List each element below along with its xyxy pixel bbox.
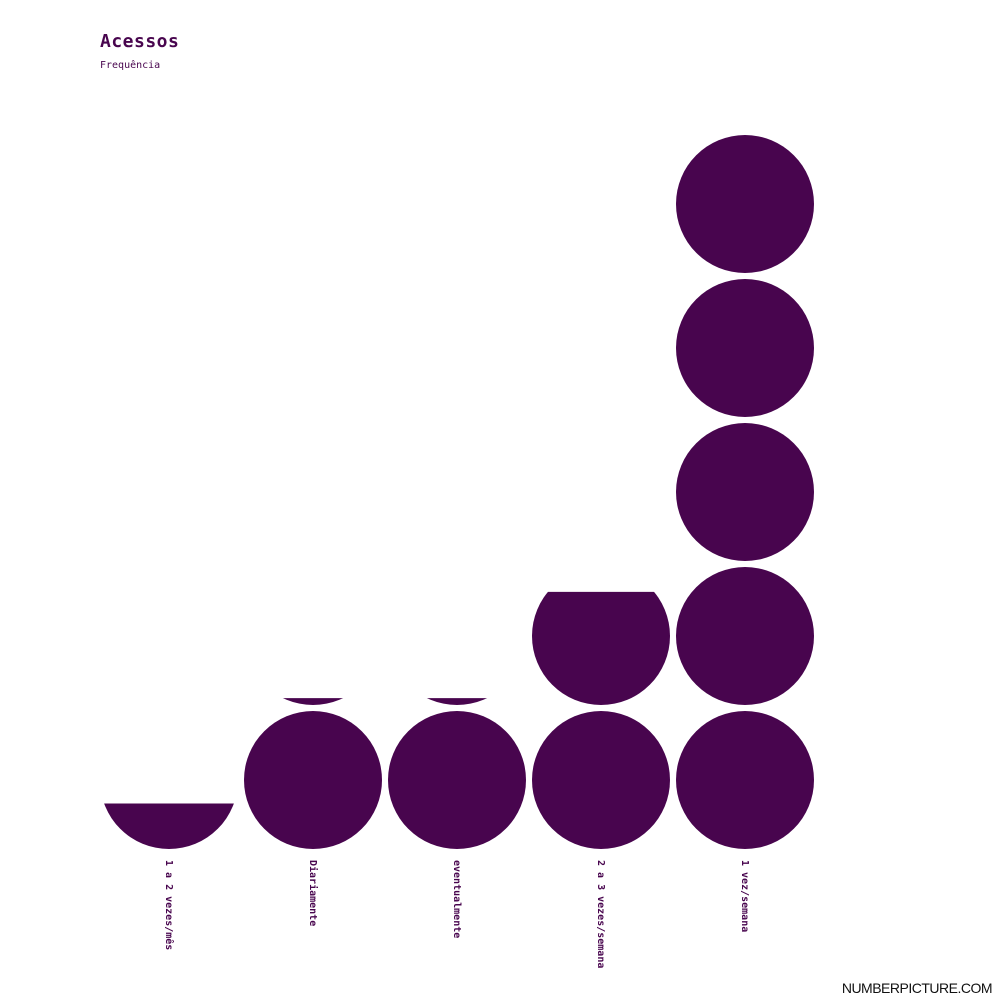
icon-circle-partial — [104, 803, 234, 849]
column-3 — [532, 591, 670, 849]
category-label: 1 a 2 vezes/mês — [163, 860, 175, 950]
category-label: 2 a 3 vezes/semana — [595, 860, 606, 968]
chart-title: Acessos — [100, 31, 180, 52]
icon-circle-partial — [426, 698, 488, 705]
column-0 — [104, 803, 234, 849]
watermark: NUMBERPICTURE.COM — [841, 980, 993, 996]
category-labels: 1 a 2 vezes/mês Diariamente eventualmente 2… — [163, 860, 750, 968]
category-label: 1 vez/semana — [739, 860, 750, 932]
column-4 — [676, 135, 814, 849]
icon-circle — [676, 711, 814, 849]
icon-circle-partial — [282, 698, 344, 705]
column-2 — [388, 698, 526, 849]
icons-layer — [104, 135, 814, 849]
chart-subtitle: Frequência — [100, 60, 161, 71]
icon-circle — [676, 423, 814, 561]
icon-circle — [676, 279, 814, 417]
column-1 — [244, 698, 382, 849]
icon-circle-partial — [532, 591, 670, 705]
icon-circle — [532, 711, 670, 849]
icon-circle — [676, 567, 814, 705]
icon-circle — [676, 135, 814, 273]
category-label: eventualmente — [451, 860, 462, 938]
icon-circle — [388, 711, 526, 849]
icon-circle — [244, 711, 382, 849]
category-label: Diariamente — [307, 860, 319, 926]
